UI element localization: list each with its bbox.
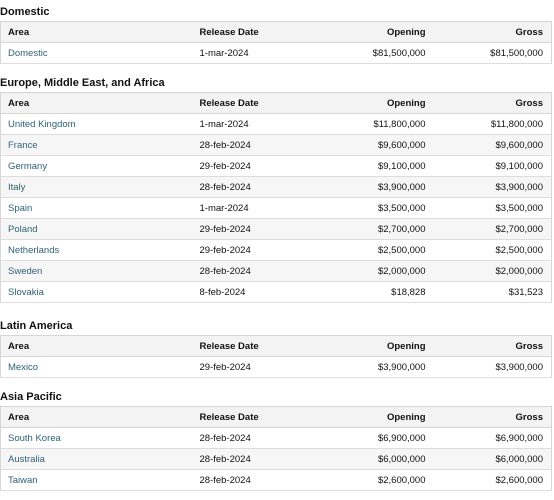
area-link[interactable]: Italy [0,176,200,198]
table-header-row: Area Release Date Opening Gross [0,406,552,428]
table-row: Domestic 1-mar-2024 $81,500,000 $81,500,… [0,42,552,64]
table-row: South Korea 28-feb-2024 $6,900,000 $6,90… [0,427,552,449]
opening-cell: $2,500,000 [329,239,426,261]
area-link[interactable]: United Kingdom [0,113,200,135]
table-row: Poland 29-feb-2024 $2,700,000 $2,700,000 [0,218,552,240]
region-title-domestic: Domestic [0,6,50,18]
area-link[interactable]: Taiwan [0,469,200,491]
area-link[interactable]: South Korea [0,427,200,449]
region-table-latin-america: Area Release Date Opening Gross Mexico 2… [0,335,552,378]
gross-cell: $81,500,000 [425,42,552,64]
release-date-cell: 29-feb-2024 [199,356,330,378]
area-link[interactable]: Germany [0,155,200,177]
gross-cell: $3,900,000 [425,176,552,198]
area-link[interactable]: Spain [0,197,200,219]
release-date-cell: 28-feb-2024 [199,448,330,470]
table-row: Germany 29-feb-2024 $9,100,000 $9,100,00… [0,155,552,177]
opening-cell: $11,800,000 [329,113,426,135]
gross-cell: $2,000,000 [425,260,552,282]
gross-cell: $6,900,000 [425,427,552,449]
column-header-area[interactable]: Area [0,92,200,114]
area-link[interactable]: Poland [0,218,200,240]
column-header-opening[interactable]: Opening [329,21,426,43]
opening-cell: $81,500,000 [329,42,426,64]
column-header-area[interactable]: Area [0,406,200,428]
opening-cell: $6,900,000 [329,427,426,449]
table-row: France 28-feb-2024 $9,600,000 $9,600,000 [0,134,552,156]
table-row: Sweden 28-feb-2024 $2,000,000 $2,000,000 [0,260,552,282]
table-row: Netherlands 29-feb-2024 $2,500,000 $2,50… [0,239,552,261]
area-link[interactable]: Slovakia [0,281,200,303]
release-date-cell: 28-feb-2024 [199,176,330,198]
region-table-domestic: Area Release Date Opening Gross Domestic… [0,21,552,64]
opening-cell: $2,700,000 [329,218,426,240]
table-row: Taiwan 28-feb-2024 $2,600,000 $2,600,000 [0,469,552,491]
region-title-latin-america: Latin America [0,320,73,332]
column-header-area[interactable]: Area [0,21,200,43]
release-date-cell: 28-feb-2024 [199,427,330,449]
area-link[interactable]: France [0,134,200,156]
release-date-cell: 1-mar-2024 [199,113,330,135]
column-header-gross[interactable]: Gross [425,335,552,357]
table-row: Slovakia 8-feb-2024 $18,828 $31,523 [0,281,552,303]
opening-cell: $6,000,000 [329,448,426,470]
area-link[interactable]: Mexico [0,356,200,378]
area-link[interactable]: Australia [0,448,200,470]
region-table-asia-pacific: Area Release Date Opening Gross South Ko… [0,406,552,491]
gross-cell: $9,100,000 [425,155,552,177]
release-date-cell: 1-mar-2024 [199,197,330,219]
release-date-cell: 28-feb-2024 [199,134,330,156]
column-header-area[interactable]: Area [0,335,200,357]
table-header-row: Area Release Date Opening Gross [0,92,552,114]
release-date-cell: 1-mar-2024 [199,42,330,64]
column-header-gross[interactable]: Gross [425,21,552,43]
table-row: Italy 28-feb-2024 $3,900,000 $3,900,000 [0,176,552,198]
gross-cell: $3,500,000 [425,197,552,219]
region-title-emea: Europe, Middle East, and Africa [0,77,165,89]
opening-cell: $3,900,000 [329,176,426,198]
gross-cell: $3,900,000 [425,356,552,378]
gross-cell: $6,000,000 [425,448,552,470]
opening-cell: $2,600,000 [329,469,426,491]
release-date-cell: 8-feb-2024 [199,281,330,303]
column-header-opening[interactable]: Opening [329,92,426,114]
region-table-emea: Area Release Date Opening Gross United K… [0,92,552,303]
release-date-cell: 29-feb-2024 [199,239,330,261]
gross-cell: $11,800,000 [425,113,552,135]
area-link[interactable]: Domestic [0,42,200,64]
table-header-row: Area Release Date Opening Gross [0,21,552,43]
table-row: United Kingdom 1-mar-2024 $11,800,000 $1… [0,113,552,135]
release-date-cell: 28-feb-2024 [199,260,330,282]
release-date-cell: 29-feb-2024 [199,218,330,240]
column-header-gross[interactable]: Gross [425,92,552,114]
column-header-release-date[interactable]: Release Date [199,335,330,357]
opening-cell: $2,000,000 [329,260,426,282]
column-header-release-date[interactable]: Release Date [199,21,330,43]
gross-cell: $2,500,000 [425,239,552,261]
opening-cell: $18,828 [329,281,426,303]
gross-cell: $2,600,000 [425,469,552,491]
table-header-row: Area Release Date Opening Gross [0,335,552,357]
column-header-opening[interactable]: Opening [329,406,426,428]
gross-cell: $2,700,000 [425,218,552,240]
column-header-release-date[interactable]: Release Date [199,92,330,114]
opening-cell: $3,500,000 [329,197,426,219]
table-row: Mexico 29-feb-2024 $3,900,000 $3,900,000 [0,356,552,378]
column-header-opening[interactable]: Opening [329,335,426,357]
area-link[interactable]: Netherlands [0,239,200,261]
opening-cell: $3,900,000 [329,356,426,378]
column-header-release-date[interactable]: Release Date [199,406,330,428]
area-link[interactable]: Sweden [0,260,200,282]
opening-cell: $9,100,000 [329,155,426,177]
gross-cell: $31,523 [425,281,552,303]
table-row: Spain 1-mar-2024 $3,500,000 $3,500,000 [0,197,552,219]
release-date-cell: 29-feb-2024 [199,155,330,177]
release-date-cell: 28-feb-2024 [199,469,330,491]
opening-cell: $9,600,000 [329,134,426,156]
region-title-asia-pacific: Asia Pacific [0,391,62,403]
table-row: Australia 28-feb-2024 $6,000,000 $6,000,… [0,448,552,470]
column-header-gross[interactable]: Gross [425,406,552,428]
gross-cell: $9,600,000 [425,134,552,156]
